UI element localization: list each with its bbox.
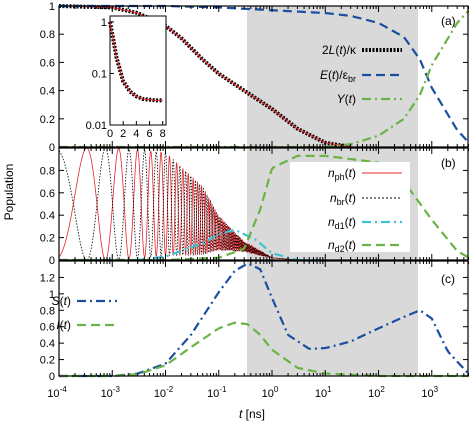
legend-label-nd2: nd2(t) <box>328 238 356 254</box>
panel-label-c: (c) <box>441 272 455 286</box>
legend-label-nph: nph(t) <box>328 166 356 182</box>
legend-panel-c: S(t) I(t) <box>52 294 117 332</box>
ytick-label-c-0: 0 <box>49 371 55 383</box>
ytick-label-b-0: 0 <box>49 255 55 267</box>
inset-xtick-label-2: 4 <box>133 128 139 140</box>
shade-panel-c <box>247 261 418 376</box>
ytick-label-c-1: 0.2 <box>40 355 55 367</box>
inset-ytick-label-2: 0.01 <box>86 120 107 132</box>
panel-label-a: (a) <box>441 14 456 28</box>
xtick-label-0: 10-4 <box>47 385 67 400</box>
legend-label-L: 2L(t)/κ <box>322 43 357 57</box>
y-axis-label: Population <box>2 164 16 221</box>
ytick-label-a-3: 0.6 <box>40 57 55 69</box>
shade-panel-a <box>247 6 418 147</box>
ytick-label-b-2: 0.4 <box>40 210 55 222</box>
inset-plot: 0 2 4 6 8 1 0.1 0.01 <box>86 15 167 140</box>
ytick-label-c-6: 1.2 <box>40 272 55 284</box>
ytick-label-b-4: 0.8 <box>40 165 55 177</box>
series-b-1 <box>58 147 298 261</box>
legend-label-nd1: nd1(t) <box>328 215 356 231</box>
legend-label-nbr: nbr(t) <box>330 191 356 207</box>
legend-bg-b <box>290 162 410 252</box>
axes: 0 0.2 0.4 0.6 0.8 1 0 0.2 0.4 0.6 0.8 0 0.2 0.4 0.6 0.8… <box>40 1 469 400</box>
x-axis-label: t [ns] <box>239 407 265 421</box>
xtick-label-5: 101 <box>315 385 332 400</box>
xtick-label-7: 103 <box>421 385 438 400</box>
ytick-label-c-4: 0.8 <box>40 305 55 317</box>
xtick-label-2: 10-2 <box>154 385 174 400</box>
ytick-label-a-5: 1 <box>49 1 55 13</box>
inset-series-fit <box>109 21 163 101</box>
panel-label-b: (b) <box>441 156 456 170</box>
legend-label-I: I(t) <box>56 318 71 332</box>
legend-panel-a: 2L(t)/κ E(t)/εbr Y(t) <box>320 43 402 106</box>
ytick-label-a-0: 0 <box>49 142 55 154</box>
inset-xtick-label-1: 2 <box>120 128 126 140</box>
xtick-label-3: 10-1 <box>207 385 227 400</box>
xtick-label-4: 100 <box>262 385 279 400</box>
inset-xtick-label-0: 0 <box>107 128 113 140</box>
legend-label-Y: Y(t) <box>337 92 356 106</box>
xtick-label-6: 102 <box>368 385 385 400</box>
xtick-label-1: 10-3 <box>101 385 121 400</box>
ytick-label-a-4: 0.8 <box>40 29 55 41</box>
inset-xtick-label-3: 6 <box>146 128 152 140</box>
ytick-label-c-2: 0.4 <box>40 338 55 350</box>
inset-ytick-label-0: 1 <box>101 17 107 29</box>
legend-label-E: E(t)/εbr <box>320 68 356 84</box>
ytick-label-b-3: 0.6 <box>40 188 55 200</box>
inset-ytick-label-1: 0.1 <box>92 68 107 80</box>
legend-panel-b: nph(t) nbr(t) nd1(t) nd2(t) <box>290 162 410 254</box>
inset-xtick-label-4: 8 <box>160 128 166 140</box>
ytick-label-c-5: 1 <box>49 289 55 301</box>
ytick-label-a-2: 0.4 <box>40 86 55 98</box>
legend-label-S: S(t) <box>52 294 71 308</box>
ytick-label-c-3: 0.6 <box>40 322 55 334</box>
ytick-label-b-1: 0.2 <box>40 233 55 245</box>
panel-c-plot <box>59 262 469 378</box>
ytick-label-a-1: 0.2 <box>40 114 55 126</box>
series-c-1 <box>59 321 469 378</box>
